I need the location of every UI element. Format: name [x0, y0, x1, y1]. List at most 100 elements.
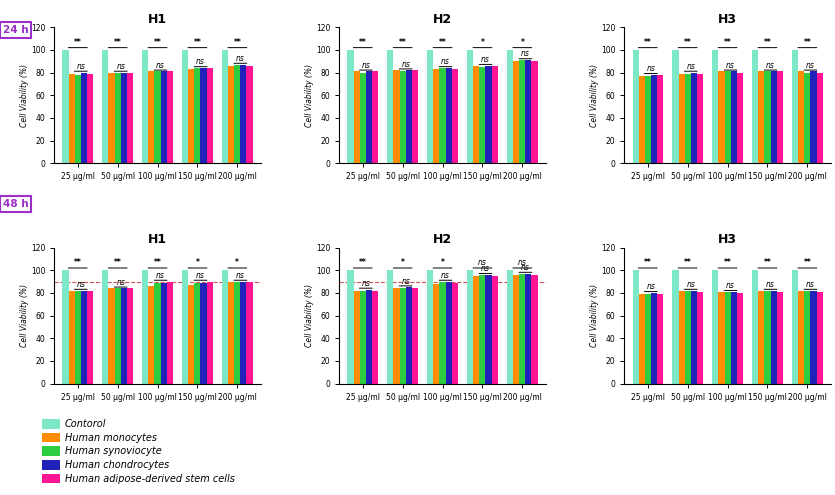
Text: ns: ns: [402, 277, 410, 286]
Bar: [811, 291, 817, 384]
Bar: [366, 290, 372, 384]
Bar: [228, 282, 235, 384]
Text: ns: ns: [196, 271, 205, 280]
Bar: [632, 270, 639, 384]
Bar: [507, 270, 514, 384]
Bar: [473, 66, 479, 163]
Text: **: **: [154, 258, 161, 267]
Bar: [736, 293, 743, 384]
Bar: [393, 70, 400, 163]
Text: **: **: [359, 258, 367, 267]
Bar: [188, 69, 195, 163]
Bar: [532, 61, 538, 163]
Bar: [468, 270, 473, 384]
Text: ns: ns: [441, 57, 450, 66]
Text: ns: ns: [362, 279, 370, 288]
Text: ns: ns: [686, 280, 696, 289]
Text: **: **: [684, 258, 691, 267]
Bar: [433, 69, 439, 163]
Bar: [142, 270, 149, 384]
Bar: [452, 69, 458, 163]
Text: *: *: [441, 258, 444, 267]
Bar: [347, 50, 353, 163]
Bar: [792, 270, 798, 384]
Bar: [804, 73, 811, 163]
Text: **: **: [359, 38, 367, 47]
Text: **: **: [399, 38, 407, 47]
Bar: [685, 291, 691, 384]
Title: H1: H1: [148, 234, 167, 247]
Bar: [74, 291, 81, 384]
Bar: [798, 291, 804, 384]
Bar: [81, 73, 87, 163]
Bar: [127, 289, 133, 384]
Bar: [121, 289, 127, 384]
Bar: [685, 74, 691, 163]
Bar: [87, 291, 93, 384]
Bar: [149, 71, 154, 163]
Bar: [514, 275, 519, 384]
Text: ns: ns: [116, 62, 125, 71]
Bar: [650, 75, 657, 163]
Bar: [182, 50, 188, 163]
Title: H3: H3: [718, 234, 737, 247]
Bar: [736, 73, 743, 163]
Y-axis label: Cell Viability (%): Cell Viability (%): [20, 64, 29, 127]
Text: ns: ns: [116, 278, 125, 287]
Bar: [360, 73, 366, 163]
Y-axis label: Cell Viability (%): Cell Viability (%): [590, 284, 600, 347]
Bar: [672, 270, 679, 384]
Bar: [752, 270, 758, 384]
Bar: [817, 292, 822, 384]
Text: *: *: [235, 258, 240, 267]
Bar: [468, 50, 473, 163]
Bar: [222, 270, 228, 384]
Text: **: **: [73, 258, 82, 267]
Text: ns: ns: [521, 263, 530, 272]
Bar: [167, 71, 173, 163]
Bar: [200, 68, 206, 163]
Text: **: **: [763, 258, 772, 267]
Text: 48 h: 48 h: [3, 199, 28, 209]
Bar: [811, 71, 817, 163]
Bar: [114, 73, 121, 163]
Text: ns: ns: [518, 258, 527, 267]
Bar: [195, 283, 200, 384]
Text: ns: ns: [76, 280, 85, 289]
Bar: [160, 71, 167, 163]
Text: **: **: [803, 38, 812, 47]
Bar: [142, 50, 149, 163]
Bar: [712, 50, 718, 163]
Text: **: **: [438, 38, 447, 47]
Bar: [446, 68, 452, 163]
Bar: [387, 50, 393, 163]
Text: **: **: [763, 38, 772, 47]
Bar: [228, 66, 235, 163]
Bar: [235, 282, 240, 384]
Bar: [804, 291, 811, 384]
Title: H1: H1: [148, 13, 167, 26]
Text: *: *: [480, 38, 484, 47]
Text: ns: ns: [646, 64, 655, 73]
Bar: [81, 291, 87, 384]
Title: H2: H2: [433, 13, 452, 26]
Bar: [240, 65, 246, 163]
Bar: [731, 71, 736, 163]
Bar: [792, 50, 798, 163]
Text: ns: ns: [481, 264, 490, 273]
Bar: [525, 60, 532, 163]
Text: ns: ns: [362, 61, 370, 70]
Bar: [246, 66, 253, 163]
Bar: [679, 74, 685, 163]
Bar: [400, 289, 406, 384]
Bar: [798, 71, 804, 163]
Bar: [127, 73, 133, 163]
Text: **: **: [724, 38, 731, 47]
Bar: [758, 291, 764, 384]
Bar: [412, 289, 418, 384]
Text: ns: ns: [441, 271, 450, 280]
Bar: [657, 75, 663, 163]
Bar: [764, 71, 771, 163]
Bar: [160, 283, 167, 384]
Bar: [103, 270, 109, 384]
